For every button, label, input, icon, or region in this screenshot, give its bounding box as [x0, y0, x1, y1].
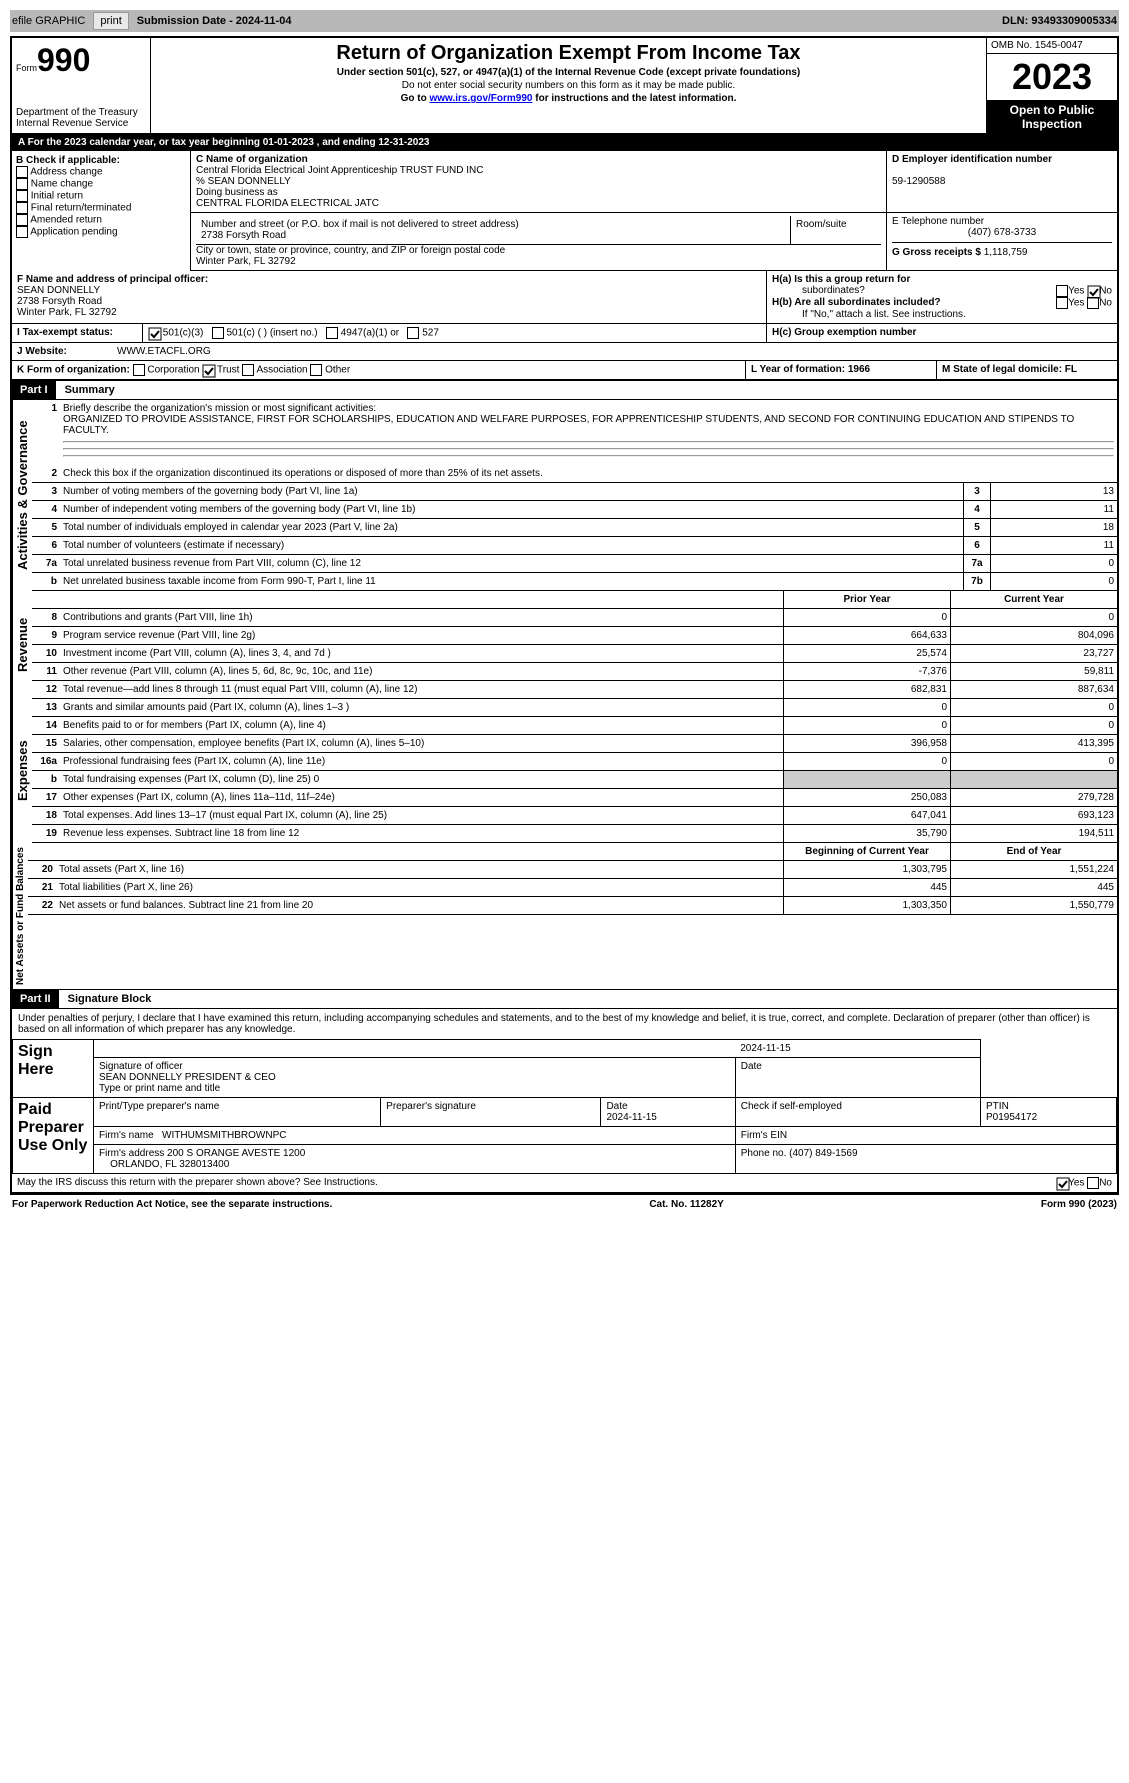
checkbox-hb-no[interactable] [1087, 297, 1099, 309]
checkbox-discuss-no[interactable] [1087, 1177, 1099, 1189]
checkbox-ha-no[interactable] [1087, 285, 1099, 297]
checkbox-ha-yes[interactable] [1056, 285, 1068, 297]
checkbox-amended[interactable] [16, 214, 28, 226]
state-domicile: M State of legal domicile: FL [937, 361, 1117, 379]
line-b: bTotal fundraising expenses (Part IX, co… [32, 771, 1117, 789]
checkbox-discuss-yes[interactable] [1056, 1177, 1068, 1189]
checkbox-name[interactable] [16, 178, 28, 190]
subtitle-2: Do not enter social security numbers on … [155, 80, 982, 91]
checkbox-assoc[interactable] [242, 364, 254, 376]
efile-label: efile GRAPHIC [12, 15, 85, 27]
subtitle-1: Under section 501(c), 527, or 4947(a)(1)… [155, 67, 982, 78]
dln: DLN: 93493309005334 [1002, 15, 1117, 27]
irs-label: Internal Revenue Service [16, 118, 146, 129]
tax-year: 2023 [987, 54, 1117, 101]
line-10: 10Investment income (Part VIII, column (… [32, 645, 1117, 663]
street: 2738 Forsyth Road [201, 230, 286, 241]
preparer-phone: (407) 849-1569 [789, 1148, 857, 1159]
mission: ORGANIZED TO PROVIDE ASSISTANCE, FIRST F… [63, 414, 1074, 436]
irs-link[interactable]: www.irs.gov/Form990 [429, 93, 532, 104]
line-6: 6Total number of volunteers (estimate if… [32, 537, 1117, 555]
checkbox-501c[interactable] [212, 327, 224, 339]
line-12: 12Total revenue—add lines 8 through 11 (… [32, 681, 1117, 699]
checkbox-hb-yes[interactable] [1056, 297, 1068, 309]
checkbox-trust[interactable] [202, 364, 214, 376]
perjury-declaration: Under penalties of perjury, I declare th… [12, 1009, 1117, 1039]
paid-preparer-label: Paid Preparer Use Only [13, 1098, 94, 1174]
line-3: 3Number of voting members of the governi… [32, 483, 1117, 501]
part-1-header: Part I [12, 381, 56, 399]
checkbox-501c3[interactable] [148, 327, 160, 339]
line-b: bNet unrelated business taxable income f… [32, 573, 1117, 591]
line-22: 22Net assets or fund balances. Subtract … [28, 897, 1117, 915]
toolbar: efile GRAPHIC print Submission Date - 20… [10, 10, 1119, 32]
officer-name: SEAN DONNELLY [17, 285, 100, 296]
line-18: 18Total expenses. Add lines 13–17 (must … [32, 807, 1117, 825]
print-button[interactable]: print [93, 12, 128, 30]
line-16a: 16aProfessional fundraising fees (Part I… [32, 753, 1117, 771]
omb-number: OMB No. 1545-0047 [987, 38, 1117, 54]
checkbox-527[interactable] [407, 327, 419, 339]
tab-net-assets: Net Assets or Fund Balances [12, 843, 28, 989]
checkbox-address[interactable] [16, 166, 28, 178]
checkbox-other[interactable] [310, 364, 322, 376]
tab-revenue: Revenue [12, 591, 32, 699]
submission-date: Submission Date - 2024-11-04 [137, 15, 292, 27]
tab-activities-governance: Activities & Governance [12, 400, 32, 591]
telephone: (407) 678-3733 [892, 227, 1112, 238]
line-14: 14Benefits paid to or for members (Part … [32, 717, 1117, 735]
ein: 59-1290588 [892, 176, 945, 187]
tab-expenses: Expenses [12, 699, 32, 843]
form-number: 990 [37, 42, 90, 78]
public-inspection: Open to Public Inspection [987, 101, 1117, 133]
line-15: 15Salaries, other compensation, employee… [32, 735, 1117, 753]
line-5: 5Total number of individuals employed in… [32, 519, 1117, 537]
catalog-number: Cat. No. 11282Y [649, 1199, 723, 1210]
footer: For Paperwork Reduction Act Notice, see … [10, 1195, 1119, 1214]
year-formation: L Year of formation: 1966 [746, 361, 937, 379]
line-11: 11Other revenue (Part VIII, column (A), … [32, 663, 1117, 681]
line-13: 13Grants and similar amounts paid (Part … [32, 699, 1117, 717]
line-17: 17Other expenses (Part IX, column (A), l… [32, 789, 1117, 807]
section-b: B Check if applicable: Address change Na… [12, 151, 191, 271]
header-middle: Return of Organization Exempt From Incom… [151, 38, 986, 133]
checkbox-initial[interactable] [16, 190, 28, 202]
signature-table: Sign Here 2024-11-15 Signature of office… [12, 1039, 1117, 1174]
line-4: 4Number of independent voting members of… [32, 501, 1117, 519]
checkbox-final[interactable] [16, 202, 28, 214]
ptin: P01954172 [986, 1112, 1037, 1123]
firm-name: WITHUMSMITHBROWNPC [162, 1130, 286, 1141]
form-990: Form990 Department of the Treasury Inter… [10, 36, 1119, 1195]
dba: CENTRAL FLORIDA ELECTRICAL JATC [196, 198, 379, 209]
header-left: Form990 Department of the Treasury Inter… [12, 38, 151, 133]
tax-period: For the 2023 calendar year, or tax year … [28, 137, 430, 148]
website: WWW.ETACFL.ORG [112, 343, 1117, 360]
part-2-header: Part II [12, 990, 59, 1008]
sign-here-label: Sign Here [13, 1040, 94, 1098]
dept-treasury: Department of the Treasury [16, 107, 146, 118]
checkbox-application[interactable] [16, 226, 28, 238]
line-20: 20Total assets (Part X, line 16)1,303,79… [28, 861, 1117, 879]
city: Winter Park, FL 32792 [196, 256, 296, 267]
gross-receipts: 1,118,759 [984, 247, 1028, 258]
firm-address: 200 S ORANGE AVESTE 1200 [167, 1148, 305, 1159]
line-21: 21Total liabilities (Part X, line 26)445… [28, 879, 1117, 897]
line-8: 8Contributions and grants (Part VIII, li… [32, 609, 1117, 627]
line-9: 9Program service revenue (Part VIII, lin… [32, 627, 1117, 645]
org-name: Central Florida Electrical Joint Apprent… [196, 165, 484, 176]
checkbox-4947[interactable] [326, 327, 338, 339]
care-of: % SEAN DONNELLY [196, 176, 291, 187]
checkbox-corp[interactable] [133, 364, 145, 376]
line-19: 19Revenue less expenses. Subtract line 1… [32, 825, 1117, 843]
line-7a: 7aTotal unrelated business revenue from … [32, 555, 1117, 573]
form-title: Return of Organization Exempt From Incom… [155, 42, 982, 65]
header-right: OMB No. 1545-0047 2023 Open to Public In… [986, 38, 1117, 133]
officer-signature: SEAN DONNELLY PRESIDENT & CEO [99, 1072, 276, 1083]
